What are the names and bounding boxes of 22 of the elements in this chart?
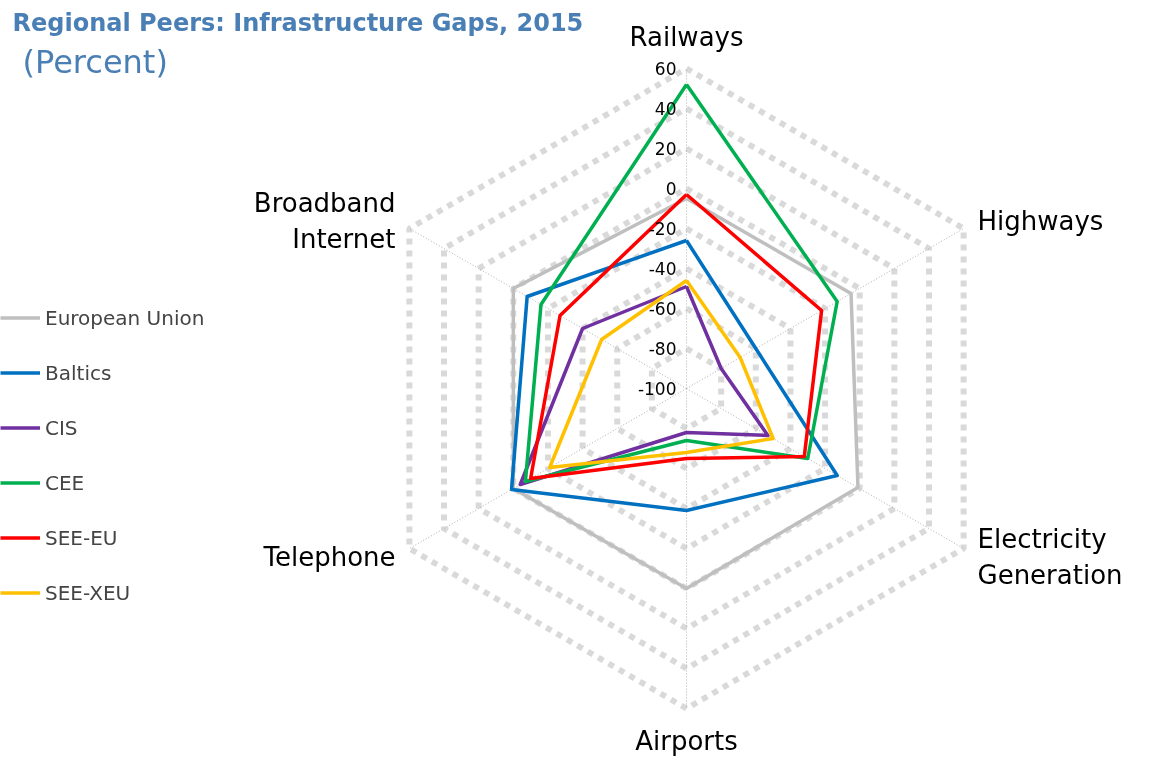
spoke-label: Telephone — [262, 541, 396, 572]
text: (Percent) — [22, 42, 168, 81]
spoke-label: Highways — [977, 205, 1104, 236]
y-tick-label: -60 — [648, 299, 677, 319]
legend-label: CEE — [45, 470, 85, 495]
legend-label: European Union — [45, 305, 205, 330]
legend-label: SEE-EU — [45, 525, 118, 550]
spoke-label: Electricity Generation — [977, 523, 1123, 590]
chart-title: Regional Peers: Infrastructure Gaps, 2015 — [12, 8, 584, 37]
y-tick-label: 60 — [654, 59, 677, 79]
legend-label: SEE-XEU — [45, 580, 131, 605]
spoke-label: Airports — [635, 725, 738, 756]
y-tick-label: -80 — [648, 339, 677, 359]
y-tick-label: 0 — [665, 179, 677, 199]
spoke-label: Broadband Internet — [253, 187, 396, 254]
legend-label: Baltics — [45, 360, 112, 385]
y-tick-label: -100 — [637, 379, 677, 399]
y-tick-label: -20 — [648, 219, 677, 239]
y-tick-label: 20 — [654, 139, 677, 159]
y-tick-label: -40 — [648, 259, 677, 279]
spoke-label: Railways — [629, 21, 744, 52]
legend-label: CIS — [45, 415, 78, 440]
